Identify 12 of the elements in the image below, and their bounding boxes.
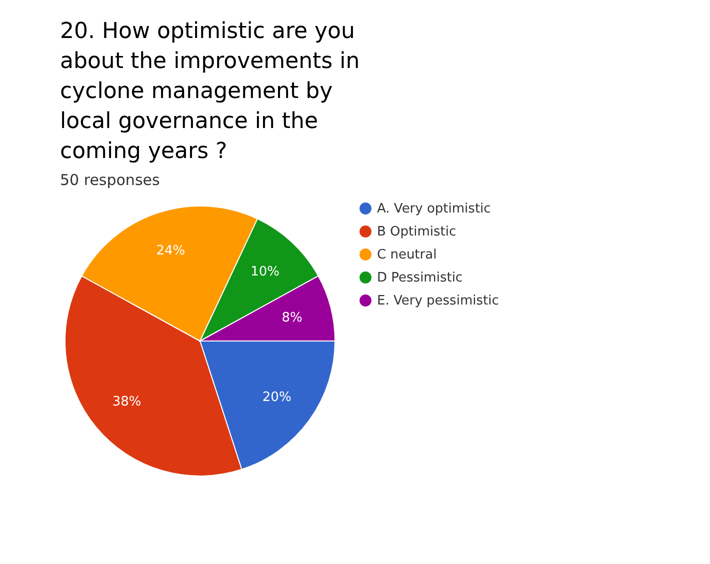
legend-label: D Pessimistic <box>377 270 463 286</box>
legend-label: A. Very optimistic <box>377 202 491 216</box>
data-label: 38% <box>112 394 142 410</box>
data-label: 20% <box>262 390 292 405</box>
legend-label: E. Very pessimistic <box>377 294 499 308</box>
data-label: 24% <box>156 244 186 259</box>
data-label: 10% <box>250 264 280 280</box>
chart-subtitle: 50 responses <box>60 171 160 189</box>
legend-label: C neutral <box>377 248 437 262</box>
legend-label: B Optimistic <box>377 224 456 240</box>
data-label: 8% <box>282 310 302 326</box>
chart-title: 20. How optimistic are you about the improvements in cyclone management by local governance in the coming years ? <box>60 19 360 164</box>
